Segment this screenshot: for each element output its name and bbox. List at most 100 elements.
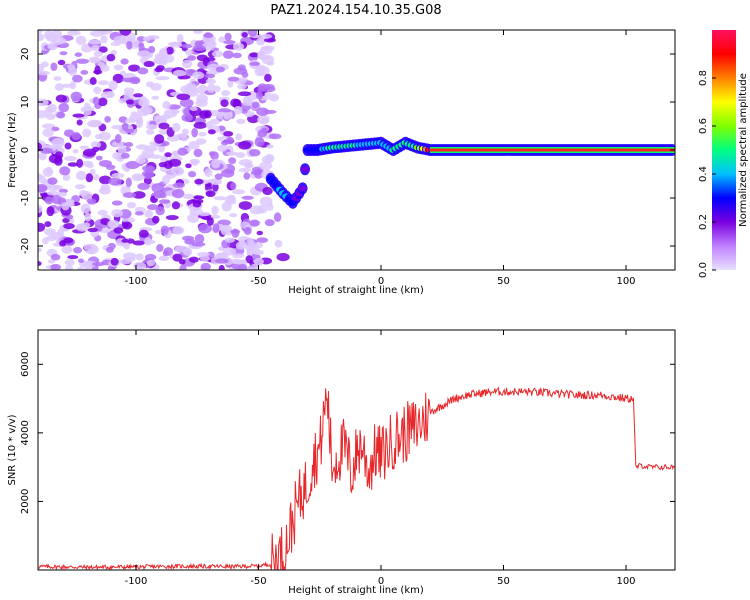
- noise-blob: [38, 205, 43, 214]
- noise-blob: [94, 134, 103, 140]
- noise-blob: [124, 142, 134, 148]
- heatmap-y-tick-label: -10: [20, 190, 31, 206]
- noise-blob: [57, 192, 68, 197]
- noise-blob: [155, 206, 165, 216]
- heatmap-y-tick-label: 10: [20, 96, 31, 109]
- noise-blob: [205, 121, 213, 129]
- noise-blob: [50, 62, 58, 72]
- noise-blob: [111, 200, 123, 206]
- noise-blob: [138, 229, 149, 238]
- noise-blob: [108, 80, 118, 91]
- noise-blob: [158, 122, 170, 130]
- noise-blob: [53, 76, 62, 81]
- noise-blob: [125, 128, 135, 134]
- noise-blob: [232, 52, 242, 59]
- snr-x-tick-label: -50: [250, 576, 266, 587]
- figure-title: PAZ1.2024.154.10.35.G08: [270, 3, 441, 18]
- noise-blob: [260, 45, 273, 55]
- noise-blob: [235, 133, 243, 141]
- noise-blob: [166, 46, 174, 55]
- noise-blob: [58, 102, 70, 113]
- noise-blob: [40, 61, 49, 68]
- noise-blob: [125, 160, 140, 170]
- noise-blob: [185, 163, 192, 169]
- noise-blob: [237, 83, 247, 90]
- noise-blob: [250, 170, 265, 176]
- noise-blob: [75, 58, 90, 64]
- noise-blob: [224, 237, 235, 243]
- noise-blob: [256, 230, 263, 236]
- noise-blob: [89, 168, 96, 175]
- noise-blob: [67, 64, 75, 70]
- noise-blob: [164, 152, 172, 158]
- noise-blob: [276, 252, 290, 262]
- noise-blob: [80, 203, 91, 214]
- noise-blob: [58, 188, 68, 194]
- noise-blob: [230, 182, 237, 191]
- noise-blob: [75, 35, 87, 45]
- noise-blob: [158, 255, 170, 262]
- noise-blob: [125, 99, 135, 105]
- noise-blob: [123, 256, 136, 262]
- noise-blob: [245, 163, 254, 168]
- noise-blob: [249, 205, 264, 215]
- noise-blob: [151, 95, 160, 100]
- noise-blob: [83, 102, 91, 112]
- noise-blob: [133, 175, 145, 181]
- noise-blob: [50, 263, 62, 270]
- noise-blob: [76, 224, 88, 229]
- noise-blob: [247, 30, 258, 37]
- noise-blob: [144, 237, 152, 246]
- noise-blob: [227, 194, 236, 202]
- noise-blob: [264, 153, 275, 163]
- noise-blob: [135, 253, 144, 261]
- noise-blob: [150, 83, 162, 91]
- noise-blob: [137, 50, 151, 58]
- noise-blob: [177, 147, 188, 156]
- noise-blob: [158, 128, 169, 135]
- noise-blob: [72, 148, 79, 154]
- heatmap-x-tick-label: 50: [497, 276, 510, 287]
- noise-blob: [56, 111, 66, 119]
- noise-blob: [154, 134, 165, 144]
- noise-blob: [84, 212, 92, 222]
- noise-blob: [61, 245, 73, 254]
- noise-blob: [253, 257, 264, 266]
- noise-blob: [176, 133, 187, 138]
- noise-blob: [155, 76, 170, 81]
- noise-blob: [121, 122, 129, 131]
- noise-blob: [125, 118, 136, 124]
- colorbar-tick-label: 0.2: [698, 214, 709, 230]
- noise-blob: [122, 221, 133, 230]
- noise-blob: [94, 65, 101, 75]
- noise-blob: [93, 50, 103, 57]
- noise-blob: [172, 253, 183, 262]
- noise-blob: [170, 42, 183, 48]
- snr-x-tick-label: 0: [378, 576, 384, 587]
- noise-blob: [256, 107, 269, 116]
- noise-blob: [46, 206, 55, 217]
- snr-y-tick-label: 6000: [20, 352, 31, 377]
- noise-blob: [110, 257, 119, 266]
- noise-blob: [241, 195, 254, 200]
- noise-blob: [209, 118, 220, 125]
- noise-blob: [111, 124, 124, 130]
- noise-blob: [88, 39, 102, 45]
- snr-y-label: SNR (10 * v/v): [7, 414, 18, 485]
- noise-blob: [185, 49, 193, 56]
- noise-blob: [214, 173, 223, 180]
- noise-blob: [105, 246, 114, 253]
- noise-blob: [179, 98, 194, 108]
- heatmap-marks: [38, 30, 675, 270]
- noise-blob: [86, 163, 94, 169]
- noise-blob: [191, 242, 206, 247]
- noise-blob: [220, 99, 229, 107]
- noise-blob: [233, 106, 243, 115]
- noise-blob: [57, 59, 66, 66]
- noise-blob: [163, 160, 173, 170]
- noise-blob: [135, 144, 149, 150]
- noise-blob: [134, 211, 144, 216]
- snr-x-axis: -100 -50 0 50 100: [125, 330, 636, 587]
- noise-blob: [47, 177, 58, 185]
